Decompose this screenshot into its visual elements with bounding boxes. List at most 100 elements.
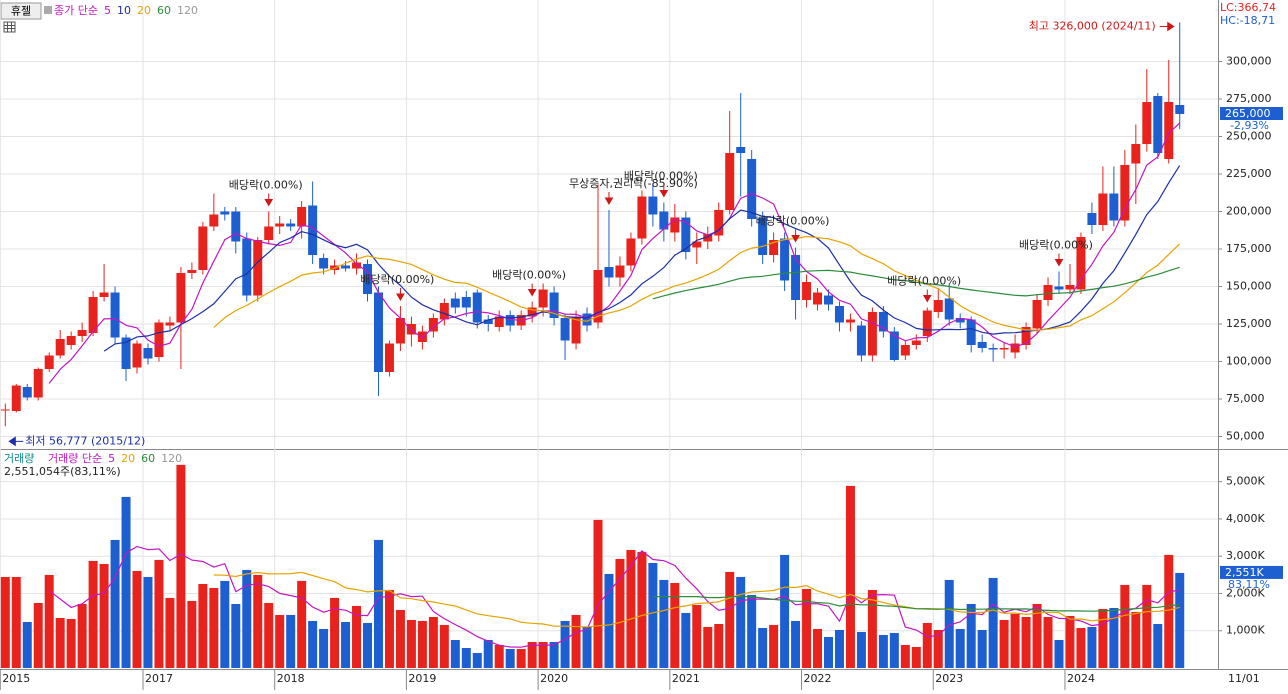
- volume-bar: [911, 646, 921, 668]
- table-icon-lines: [4, 22, 15, 32]
- volume-bar: [626, 549, 636, 668]
- volume-bar: [758, 627, 768, 668]
- candle-body: [1087, 213, 1097, 225]
- candle-body: [933, 300, 943, 312]
- volume-bar: [1175, 572, 1185, 668]
- volume-bar: [253, 574, 263, 668]
- volume-bar: [834, 629, 844, 668]
- event-label: 배당락(0.00%): [756, 215, 830, 228]
- candle-body: [44, 355, 54, 369]
- volume-bar: [373, 539, 383, 668]
- candle-body: [966, 319, 976, 345]
- candle-body: [341, 265, 351, 269]
- volume-bar: [845, 485, 855, 668]
- volume-bar: [703, 626, 713, 668]
- event-arrow: [527, 283, 537, 297]
- volume-title: 거래량: [4, 452, 34, 465]
- candle-body: [417, 331, 427, 342]
- candle-body: [165, 322, 175, 326]
- x-tick-label: 2019: [408, 672, 436, 685]
- candle-body: [845, 319, 855, 323]
- volume-bar: [308, 620, 318, 668]
- candle-body: [1065, 285, 1075, 290]
- candle-body: [769, 240, 779, 255]
- volume-bar: [1120, 584, 1130, 668]
- event-arrow: [396, 288, 405, 301]
- volume-bar: [417, 620, 427, 668]
- x-tick-label: 2018: [277, 672, 305, 685]
- candle-body: [406, 324, 416, 335]
- x-tick-label: 2020: [540, 672, 568, 685]
- volume-bar: [1065, 615, 1075, 668]
- volume-bar: [1131, 611, 1141, 668]
- date-label: 11/01: [1228, 672, 1260, 685]
- y-tick-label: 4,000K: [1226, 512, 1265, 525]
- candle-body: [1032, 300, 1042, 329]
- volume-ma-line: [48, 545, 1180, 648]
- candle-body: [824, 295, 833, 305]
- volume-bar: [955, 628, 965, 668]
- candle-body: [813, 292, 823, 305]
- candle-body: [66, 336, 76, 345]
- candle-body: [286, 223, 296, 227]
- candle-body: [1043, 285, 1053, 300]
- volume-bar: [999, 619, 1009, 668]
- volume-bar: [824, 636, 833, 668]
- volume-bar: [198, 583, 208, 668]
- volume-bar: [99, 563, 109, 668]
- table-icon[interactable]: [3, 21, 16, 33]
- candle-body: [988, 348, 998, 350]
- volume-bar: [900, 644, 910, 668]
- y-tick-label: 75,000: [1226, 392, 1265, 405]
- candle-body: [253, 240, 263, 296]
- volume-bar: [670, 582, 680, 668]
- volume-bar: [560, 620, 570, 668]
- candle-body: [1153, 96, 1163, 153]
- y-tick-label: 1,000K: [1226, 624, 1265, 637]
- candle-body: [176, 273, 186, 323]
- legend-item: 60: [157, 4, 171, 17]
- event-label: 배당락(0.00%): [1019, 239, 1093, 252]
- legend-item: 5: [104, 4, 111, 17]
- event-arrow: [659, 184, 669, 198]
- change-label: -2,93%: [1230, 119, 1269, 132]
- candle-body: [637, 196, 647, 239]
- y-tick-label: 125,000: [1226, 317, 1272, 330]
- volume-bar: [66, 618, 76, 668]
- candle-body: [867, 312, 877, 356]
- volume-bar: [516, 648, 526, 668]
- candle-body: [889, 331, 899, 360]
- candle-body: [1120, 165, 1130, 221]
- volume-bar: [966, 603, 976, 668]
- volume-bar: [1164, 554, 1174, 668]
- volume-bar: [1043, 616, 1053, 668]
- candle-body: [911, 340, 921, 345]
- candle-body: [373, 292, 383, 372]
- volume-bar: [319, 628, 329, 668]
- candle-body: [198, 226, 208, 270]
- volume-bar: [571, 614, 581, 668]
- volume-bar: [725, 571, 735, 668]
- volume-bar: [867, 589, 877, 668]
- candle-body: [944, 298, 954, 320]
- candle-body: [154, 322, 164, 357]
- lc-label: LC:366,74: [1220, 1, 1276, 14]
- candle-body: [648, 196, 658, 215]
- volume-bar: [330, 597, 340, 668]
- legend-label: 거래량 단순: [48, 452, 102, 465]
- candle-body: [55, 339, 65, 356]
- volume-bar: [275, 614, 285, 668]
- volume-bar: [813, 628, 823, 668]
- x-tick-label: 2024: [1067, 672, 1095, 685]
- volume-bar: [242, 569, 252, 668]
- stock-name: 휴젤: [11, 5, 31, 18]
- volume-bar: [769, 624, 779, 668]
- event-label: 배당락(0.00%): [624, 170, 698, 183]
- candle-body: [319, 258, 329, 269]
- candle-body: [1109, 193, 1119, 221]
- stock-button[interactable]: [0, 2, 42, 20]
- volume-bar: [165, 597, 175, 668]
- price-label: 265,000: [1225, 107, 1271, 120]
- high-note: 최고 326,000 (2024/11): [1029, 20, 1156, 33]
- candle-body: [527, 307, 537, 317]
